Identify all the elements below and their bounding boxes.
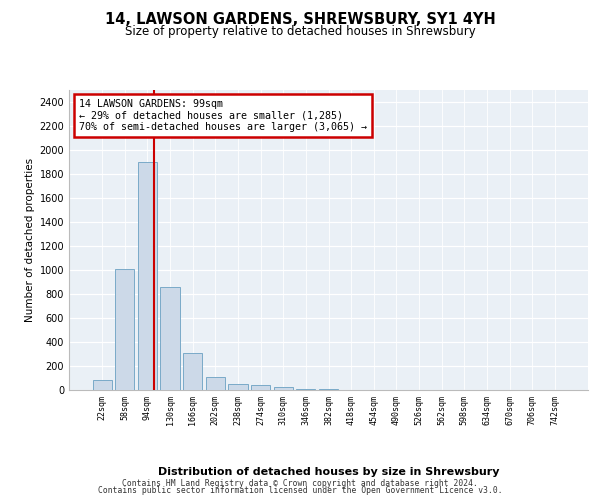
Bar bbox=[138, 162, 157, 390]
Bar bbox=[183, 353, 202, 390]
Bar bbox=[206, 377, 225, 390]
Bar bbox=[296, 389, 316, 390]
Text: Contains HM Land Registry data © Crown copyright and database right 2024.: Contains HM Land Registry data © Crown c… bbox=[122, 478, 478, 488]
Text: Size of property relative to detached houses in Shrewsbury: Size of property relative to detached ho… bbox=[125, 25, 475, 38]
Y-axis label: Number of detached properties: Number of detached properties bbox=[25, 158, 35, 322]
Bar bbox=[92, 380, 112, 390]
Bar bbox=[229, 384, 248, 390]
Bar bbox=[251, 385, 270, 390]
Text: 14, LAWSON GARDENS, SHREWSBURY, SY1 4YH: 14, LAWSON GARDENS, SHREWSBURY, SY1 4YH bbox=[104, 12, 496, 28]
X-axis label: Distribution of detached houses by size in Shrewsbury: Distribution of detached houses by size … bbox=[158, 466, 499, 476]
Bar bbox=[115, 269, 134, 390]
Bar bbox=[160, 287, 180, 390]
Text: 14 LAWSON GARDENS: 99sqm
← 29% of detached houses are smaller (1,285)
70% of sem: 14 LAWSON GARDENS: 99sqm ← 29% of detach… bbox=[79, 99, 367, 132]
Bar bbox=[274, 387, 293, 390]
Text: Contains public sector information licensed under the Open Government Licence v3: Contains public sector information licen… bbox=[98, 486, 502, 495]
